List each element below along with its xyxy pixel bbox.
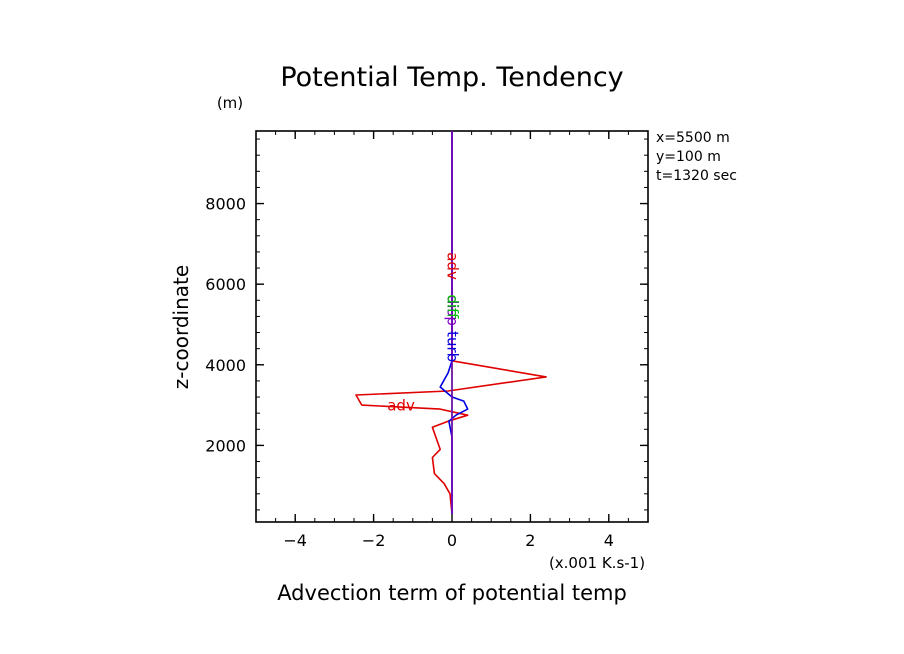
x-tick-label: 2 xyxy=(525,531,535,550)
series-line-turb xyxy=(439,131,469,514)
x-tick-label: 4 xyxy=(604,531,614,550)
series-label-turb: turb xyxy=(444,331,462,362)
series-label-adv: adv xyxy=(444,252,462,280)
x-tick-label: 0 xyxy=(447,531,457,550)
y-tick-label: 6000 xyxy=(205,275,246,294)
x-unit-label: (x.001 K.s-1) xyxy=(549,554,645,572)
series-label-disp: disp xyxy=(444,295,462,326)
annotation-x: x=5500 m xyxy=(656,130,730,146)
chart-title: Potential Temp. Tendency xyxy=(280,62,623,93)
y-axis-label: z-coordinate xyxy=(169,265,193,389)
y-tick-label: 8000 xyxy=(205,195,246,214)
series-label-diff: diff xyxy=(444,294,462,319)
annotation-t: t=1320 sec xyxy=(656,168,737,184)
y-tick-label: 4000 xyxy=(205,356,246,375)
y-unit-label: (m) xyxy=(217,94,243,112)
axes: −4 −2 0 2 4 2000 4000 6000 8000 xyxy=(205,130,649,550)
x-tick-label: −2 xyxy=(362,531,386,550)
y-tick-label: 2000 xyxy=(205,436,246,455)
x-tick-label: −4 xyxy=(283,531,307,550)
series-line-adv xyxy=(355,131,547,514)
x-axis-label: Advection term of potential temp xyxy=(277,581,627,605)
annotation-y: y=100 m xyxy=(656,149,721,165)
series-label-adv: adv xyxy=(387,396,415,414)
